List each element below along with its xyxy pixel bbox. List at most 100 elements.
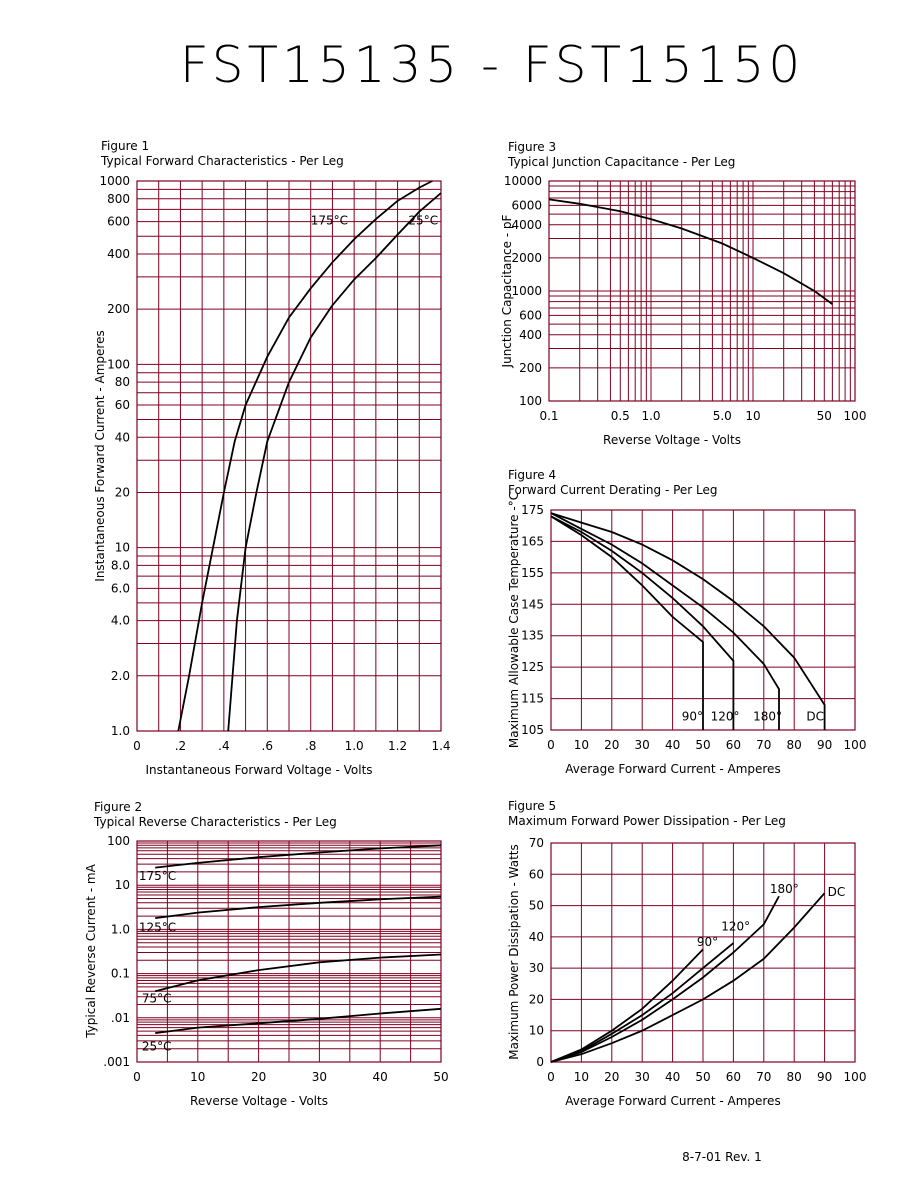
fig4-x-tick-label: 0 [547, 738, 555, 752]
fig1-y-tick-label: 80 [115, 375, 130, 389]
fig1-y-tick-label: 1.0 [111, 724, 130, 738]
fig5-y-tick-label: 20 [529, 992, 544, 1006]
fig5-y-tick-label: 30 [529, 961, 544, 975]
fig1-y-tick-label: 40 [115, 430, 130, 444]
fig1-y-tick-label: 600 [107, 215, 130, 229]
fig3-y-tick-label: 6000 [511, 198, 542, 212]
revision-footer: 8-7-01 Rev. 1 [682, 1150, 762, 1164]
fig5-x-tick-label: 60 [726, 1070, 741, 1084]
fig3-grid [548, 180, 856, 402]
fig2-grid [136, 840, 442, 1063]
fig1-y-tick-label: 800 [107, 192, 130, 206]
fig4-x-tick-label: 20 [604, 738, 619, 752]
fig1-y-tick-label: 1000 [99, 174, 130, 188]
fig5-annotation-120deg: 120° [721, 920, 750, 934]
fig4-x-axis-label: Average Forward Current - Amperes [565, 762, 780, 776]
fig2-annotation-25degc: 25°C [142, 1040, 172, 1054]
fig5-y-axis-label: Maximum Power Dissipation - Watts [507, 844, 521, 1059]
fig5-x-tick-label: 70 [756, 1070, 771, 1084]
fig2-x-tick-label: 10 [190, 1070, 205, 1084]
fig1-x-tick-label: 1.0 [345, 739, 364, 753]
fig1-y-tick-label: 200 [107, 302, 130, 316]
fig1-y-tick-label: 60 [115, 398, 130, 412]
fig3-plot-frame [548, 180, 856, 402]
fig1-grid [136, 180, 442, 732]
fig1-y-axis-label: Instantaneous Forward Current - Amperes [93, 330, 107, 581]
fig2-x-tick-label: 40 [373, 1070, 388, 1084]
fig3-y-tick-label: 100 [519, 394, 542, 408]
fig3-x-tick-label: 0.1 [539, 409, 558, 423]
fig4-y-tick-label: 105 [521, 723, 544, 737]
fig5-y-tick-label: 50 [529, 899, 544, 913]
fig1-annotation-25degc: 25°C [408, 213, 438, 227]
fig5-series-180deg-line [550, 895, 780, 1063]
fig4-y-tick-label: 155 [521, 566, 544, 580]
fig5-figure-label: Figure 5 [508, 799, 556, 813]
fig3-y-axis-label: Junction Capacitance - pF [500, 214, 514, 368]
fig5-y-tick-label: 10 [529, 1024, 544, 1038]
fig1-x-tick-label: 1.2 [388, 739, 407, 753]
fig5-annotation-90deg: 90° [697, 935, 718, 949]
fig3-y-tick-label: 4000 [511, 218, 542, 232]
fig3-y-tick-label: 10000 [504, 174, 542, 188]
fig3-y-tick-label: 600 [519, 308, 542, 322]
fig4-annotation-120deg: 120° [711, 710, 740, 724]
fig4-series-dc-line [550, 512, 826, 730]
fig2-series-175degc-line [155, 844, 442, 869]
fig3-y-tick-label: 1000 [511, 284, 542, 298]
fig4-x-tick-label: 50 [695, 738, 710, 752]
fig3-x-tick-label: 5.0 [713, 409, 732, 423]
fig4-y-tick-label: 125 [521, 660, 544, 674]
fig1-x-tick-label: 1.4 [431, 739, 450, 753]
fig1-y-tick-label: 4.0 [111, 614, 130, 628]
fig4-y-tick-label: 175 [521, 503, 544, 517]
fig4-y-axis-label: Maximum Allowable Case Temperature -°C [507, 492, 521, 748]
fig2-plot-frame [136, 840, 442, 1063]
fig5-plot-frame [550, 842, 856, 1063]
fig4-x-tick-label: 40 [665, 738, 680, 752]
fig1-series-25degc-line [227, 192, 442, 732]
fig1-x-tick-label: .2 [175, 739, 186, 753]
fig3-x-tick-label: 1.0 [641, 409, 660, 423]
fig2-y-tick-label: 0.1 [111, 967, 130, 981]
fig5-x-tick-label: 10 [574, 1070, 589, 1084]
charts-layer: 0 .2 .4 .6 .8 1.0 1.2 1.4 1.0 2.0 4.0 6.0 8.0 10 20 40 6… [84, 139, 866, 1108]
fig5-x-tick-label: 40 [665, 1070, 680, 1084]
fig2-y-tick-label: 10 [115, 878, 130, 892]
fig5-series-90deg-line [550, 948, 704, 1063]
fig1-plot-frame [136, 180, 442, 732]
fig5-x-tick-label: 90 [817, 1070, 832, 1084]
fig5-x-axis-label: Average Forward Current - Amperes [565, 1094, 780, 1108]
fig4-x-tick-label: 60 [726, 738, 741, 752]
fig2-series-75degc-line [154, 953, 442, 993]
fig4-y-tick-label: 115 [521, 692, 544, 706]
fig2-y-axis-label: Typical Reverse Current - mA [84, 863, 98, 1038]
fig3-y-tick-label: 200 [519, 361, 542, 375]
fig2-figure-label: Figure 2 [94, 800, 142, 814]
fig1-x-axis-label: Instantaneous Forward Voltage - Volts [145, 763, 372, 777]
fig4-y-tick-label: 145 [521, 597, 544, 611]
fig4-x-tick-label: 30 [635, 738, 650, 752]
fig3-chart: 0.1 0.5 1.0 5.0 10 50 100 100 200 400 600 1000 2000 4… [500, 140, 866, 447]
fig4-x-tick-label: 80 [787, 738, 802, 752]
fig4-series-180deg-line [550, 512, 780, 730]
fig1-x-tick-label: .4 [218, 739, 229, 753]
fig1-y-tick-label: 20 [115, 485, 130, 499]
fig5-title: Maximum Forward Power Dissipation - Per … [508, 814, 786, 828]
fig4-x-tick-label: 10 [574, 738, 589, 752]
fig4-title: Forward Current Derating - Per Leg [508, 483, 718, 497]
fig2-x-tick-label: 20 [251, 1070, 266, 1084]
fig4-figure-label: Figure 4 [508, 468, 556, 482]
fig4-x-tick-label: 90 [817, 738, 832, 752]
fig3-x-tick-label: 0.5 [611, 409, 630, 423]
fig4-x-tick-label: 70 [756, 738, 771, 752]
fig2-x-tick-label: 0 [133, 1070, 141, 1084]
fig5-x-tick-label: 80 [787, 1070, 802, 1084]
fig1-x-tick-label: .8 [305, 739, 316, 753]
fig5-annotation-dc: DC [828, 885, 846, 899]
fig4-annotation-180deg: 180° [753, 710, 782, 724]
fig5-y-tick-label: 60 [529, 867, 544, 881]
fig5-y-tick-label: 40 [529, 930, 544, 944]
